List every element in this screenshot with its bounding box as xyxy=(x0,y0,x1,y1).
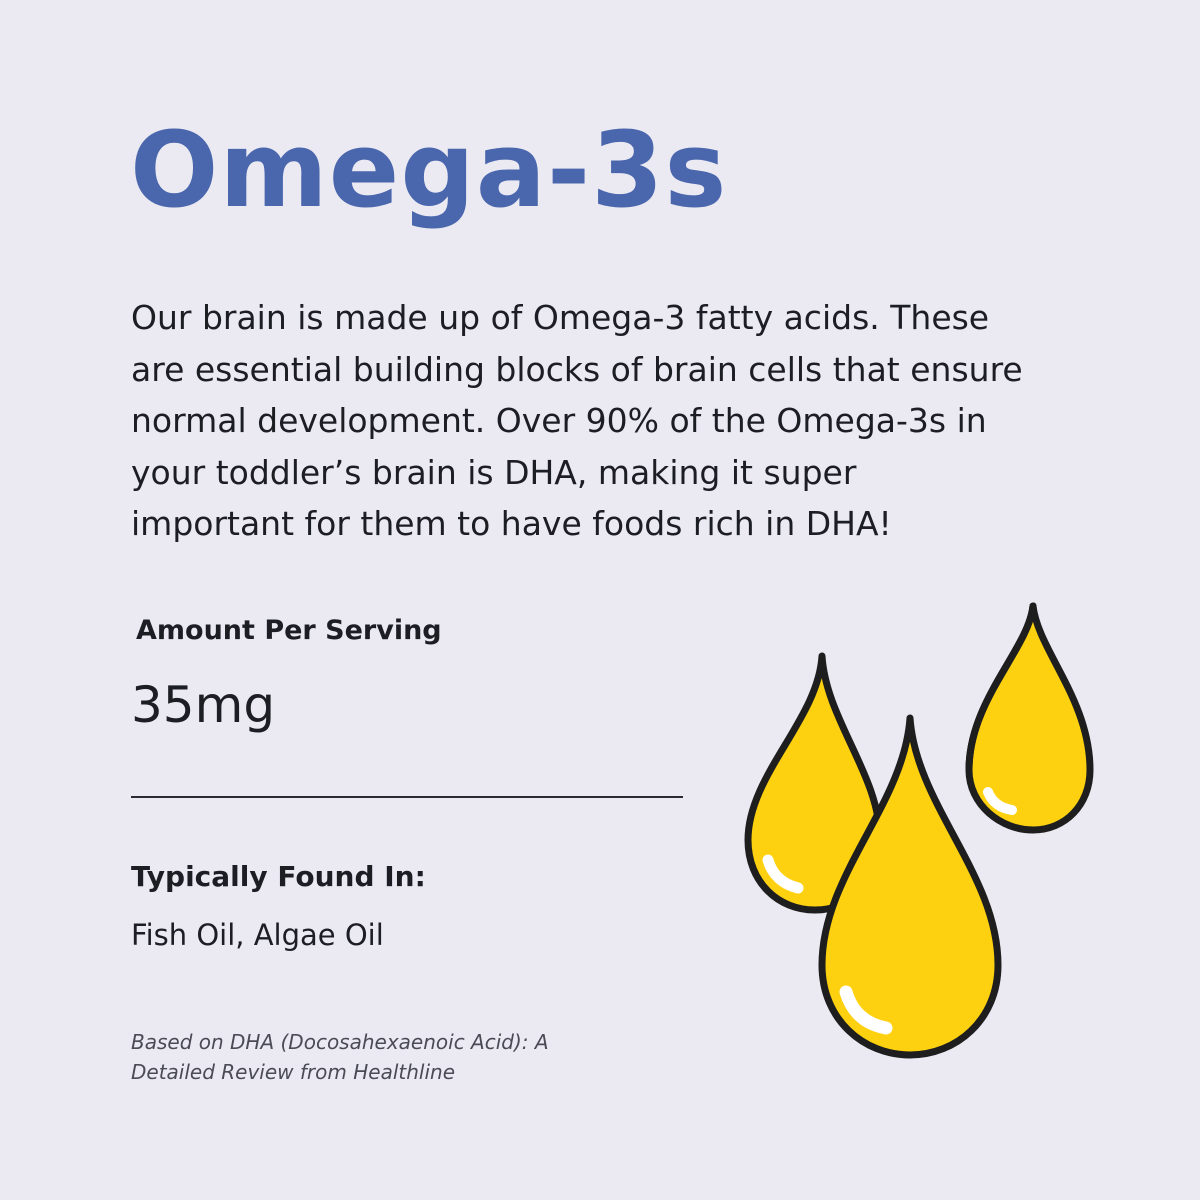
oil-drop-center-icon xyxy=(818,714,1002,1059)
oil-drops-icon xyxy=(744,602,1094,1059)
intro-line: your toddler’s brain is DHA, making it s… xyxy=(131,452,857,492)
source-line: Based on DHA (Docosahexaenoic Acid): A xyxy=(131,1030,549,1054)
page-title: Omega-3s xyxy=(130,109,728,231)
typically-found-in-value: Fish Oil, Algae Oil xyxy=(131,918,384,952)
intro-line: Our brain is made up of Omega-3 fatty ac… xyxy=(131,298,990,337)
source-citation: Based on DHA (Docosahexaenoic Acid): A D… xyxy=(131,1027,549,1087)
amount-per-serving-value: 35mg xyxy=(131,676,276,734)
intro-paragraph: Our brain is made up of Omega-3 fatty ac… xyxy=(131,292,1131,550)
oil-drop-right-icon xyxy=(965,602,1094,834)
amount-per-serving-label: Amount Per Serving xyxy=(136,615,442,646)
intro-line: are essential building blocks of brain c… xyxy=(131,349,1023,389)
intro-line: important for them to have foods rich in… xyxy=(131,504,892,543)
oil-drop-left-icon xyxy=(744,652,884,914)
typically-found-in-label: Typically Found In: xyxy=(131,860,426,893)
section-divider xyxy=(131,796,683,798)
source-line: Detailed Review from Healthline xyxy=(131,1060,455,1084)
intro-line: normal development. Over 90% of the Omeg… xyxy=(131,401,987,440)
